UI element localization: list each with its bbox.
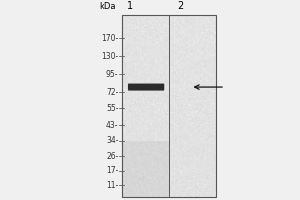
Text: 34-: 34- [106, 136, 118, 145]
FancyBboxPatch shape [128, 84, 164, 91]
Bar [122, 15, 216, 197]
Text: 26-: 26- [106, 152, 118, 161]
Text: 72-: 72- [106, 88, 118, 97]
Text: 2: 2 [177, 1, 183, 11]
Text: 170-: 170- [101, 34, 118, 43]
Text: 95-: 95- [106, 70, 118, 79]
Text: 1: 1 [128, 1, 134, 11]
Text: 43-: 43- [106, 121, 118, 130]
Text: kDa: kDa [99, 2, 116, 11]
Text: 130-: 130- [101, 52, 118, 61]
Text: 17-: 17- [106, 166, 118, 175]
Text: 55-: 55- [106, 104, 118, 113]
Text: 11-: 11- [106, 181, 118, 190]
